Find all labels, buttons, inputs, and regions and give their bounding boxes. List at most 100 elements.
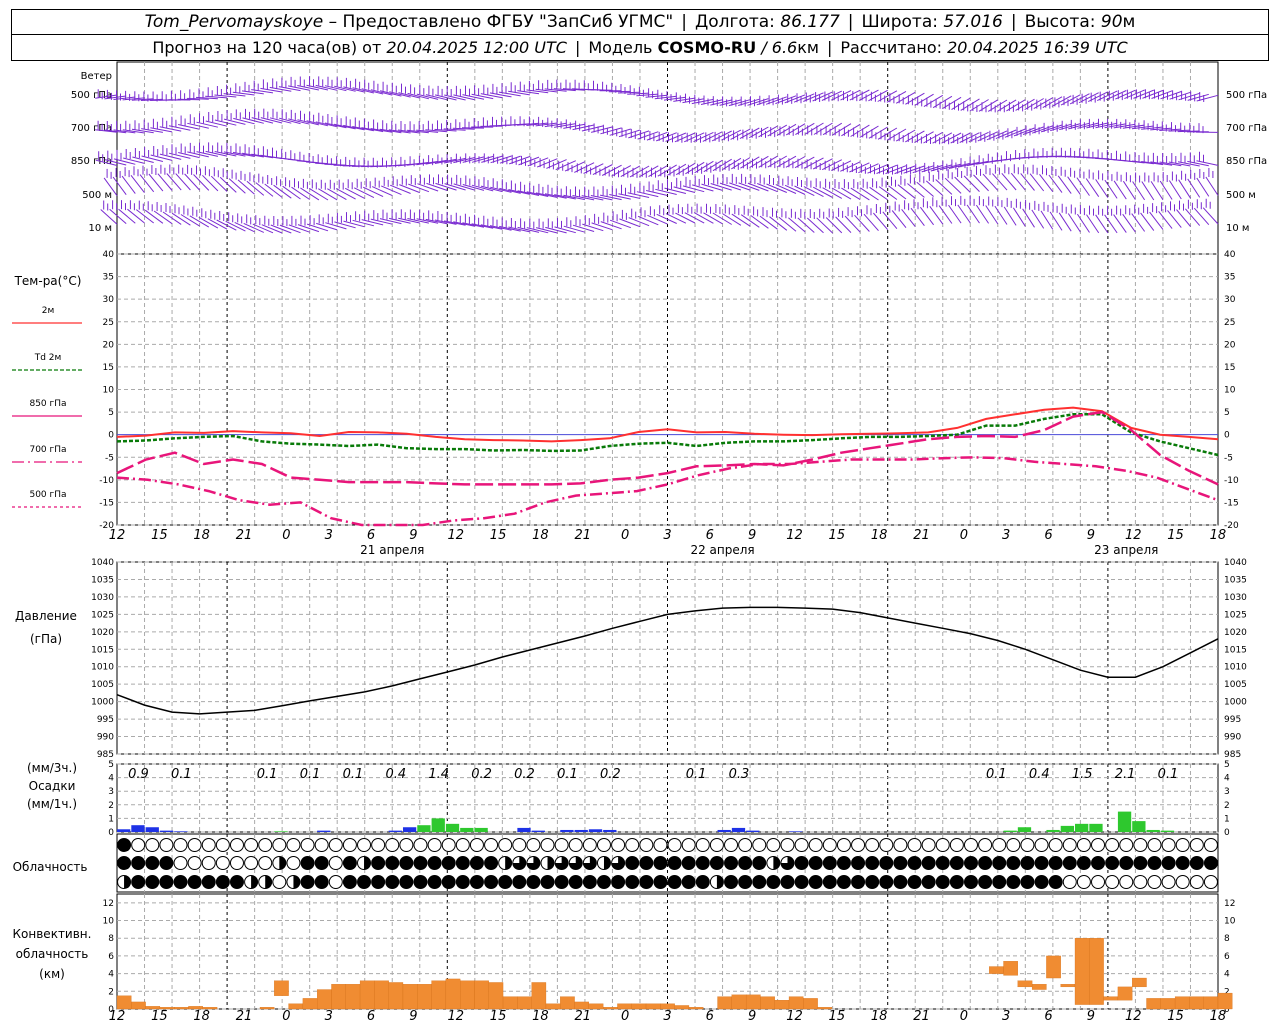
- cloud-symbol: [540, 875, 555, 889]
- cloud-circle: [427, 838, 442, 852]
- cloud-symbol: [639, 875, 654, 889]
- wind-barb: [609, 211, 631, 229]
- y-tick-label-right: 30: [1224, 295, 1236, 305]
- wind-barb: [352, 78, 375, 94]
- y-tick-label-right: 0: [1224, 828, 1230, 838]
- calc-time: 20.04.2025 16:39 UTC: [947, 38, 1128, 57]
- wind-barb: [480, 84, 503, 99]
- wind-barb: [960, 98, 980, 112]
- precip-bar: [1017, 827, 1032, 832]
- cloud-symbol: [272, 875, 287, 889]
- wind-barb: [526, 218, 549, 234]
- cloud-symbol: [1203, 856, 1218, 870]
- wind-barb: [923, 131, 944, 144]
- cloud-symbol: [300, 875, 315, 889]
- wind-barb: [205, 112, 228, 127]
- cloud-circle: [371, 875, 386, 889]
- cloud-circle: [1203, 875, 1218, 889]
- wind-barb: [766, 175, 787, 193]
- wind-barb: [830, 90, 852, 102]
- wind-barb: [816, 208, 833, 234]
- wind-barb: [712, 204, 732, 225]
- wind-barb: [675, 162, 696, 176]
- wind-barb: [882, 202, 898, 230]
- cloud-symbol: [498, 875, 513, 889]
- wind-barb: [324, 76, 347, 92]
- cloud-symbol: [258, 875, 273, 889]
- wind-barb: [388, 209, 411, 224]
- cloud-symbol: [1189, 856, 1204, 870]
- wind-barb: [776, 123, 797, 137]
- conv-bar: [1031, 984, 1047, 990]
- cloud-fill: [124, 875, 131, 889]
- wind-barb: [648, 165, 668, 178]
- wind-barb: [425, 210, 448, 225]
- wind-barb: [327, 179, 347, 201]
- cloud-circle: [1076, 875, 1091, 889]
- wind-barb: [535, 218, 558, 234]
- wind-barb: [233, 109, 255, 125]
- cloud-symbol: [540, 838, 555, 852]
- cloud-circle: [865, 875, 880, 889]
- y-tick-label-right: 1015: [1224, 645, 1247, 655]
- wind-barb: [480, 177, 503, 193]
- y-tick-label-right: 20: [1224, 340, 1236, 350]
- cloud-circle: [1048, 838, 1063, 852]
- cloud-symbol: [1133, 856, 1148, 870]
- x-tick-label: 3: [663, 528, 671, 543]
- conv-bar: [488, 982, 504, 1010]
- cloud-symbol: [653, 838, 668, 852]
- y-tick-label-right: -5: [1224, 453, 1233, 463]
- cloud-circle: [512, 838, 527, 852]
- cloud-symbol: [229, 838, 244, 852]
- cloud-circle: [357, 838, 372, 852]
- wind-barb: [104, 150, 127, 166]
- cloud-circle: [879, 875, 894, 889]
- cloud-circle: [582, 838, 597, 852]
- conv-bar: [1089, 938, 1104, 1005]
- wind-barb: [1196, 169, 1210, 197]
- x-tick-label-bottom: 12: [1125, 1009, 1142, 1024]
- wind-barb: [794, 156, 815, 169]
- cloud-circle: [1105, 875, 1120, 889]
- cloud-symbol: [667, 856, 682, 870]
- cloud-circle: [145, 856, 160, 870]
- wind-barb: [499, 179, 521, 194]
- wind-title: Ветер: [81, 71, 112, 82]
- wind-level-label-right: 10 м: [1226, 223, 1249, 234]
- wind-barb: [985, 196, 999, 225]
- y-tick-label: 1025: [91, 610, 114, 620]
- wind-barb: [877, 127, 898, 141]
- cloud-circle: [244, 838, 259, 852]
- y-tick-label-right: 2: [1224, 801, 1230, 811]
- conv-bar: [688, 1007, 704, 1010]
- conv-title-2: облачность: [16, 947, 89, 961]
- wind-barb: [730, 128, 751, 141]
- cloud-circle: [935, 838, 950, 852]
- cloud-circle: [201, 875, 216, 889]
- wind-barb: [1159, 153, 1182, 167]
- wind-barb: [408, 175, 430, 193]
- cloud-circle: [724, 856, 739, 870]
- wind-barb: [159, 117, 182, 132]
- cloud-circle: [766, 838, 781, 852]
- wind-barb: [618, 127, 641, 138]
- wind-barb: [452, 119, 475, 130]
- y-tick-label: 40: [103, 250, 115, 260]
- wind-barb: [721, 129, 742, 142]
- cloud-symbol: [1147, 856, 1162, 870]
- wind-barb: [416, 85, 439, 100]
- precip-bar: [1160, 830, 1175, 832]
- cloud-circle: [314, 875, 329, 889]
- wind-barb: [822, 178, 843, 199]
- wind-barb: [1022, 125, 1044, 136]
- temp-series-line: [116, 406, 1219, 443]
- cloud-symbol: [596, 838, 611, 852]
- y-tick-label-right: 990: [1224, 733, 1241, 743]
- cloud-symbol: [131, 875, 146, 889]
- wind-barb: [572, 216, 595, 232]
- precip-3h-label: 0.1: [343, 767, 364, 782]
- wind-barb: [175, 164, 191, 191]
- x-tick-label: 18: [532, 528, 549, 543]
- cloud-symbol: [1119, 856, 1134, 870]
